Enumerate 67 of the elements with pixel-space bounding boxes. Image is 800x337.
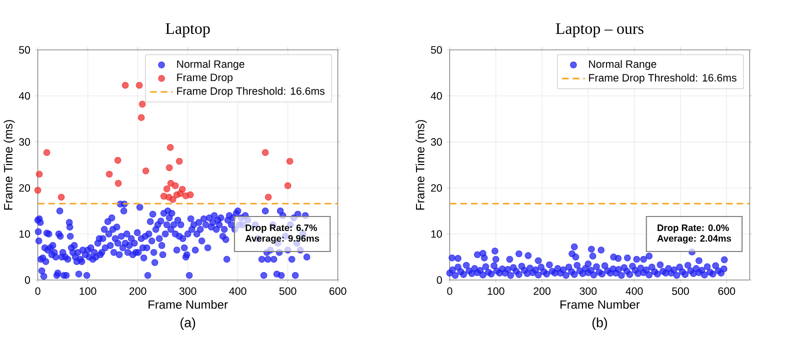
y-tick-label: 20	[19, 184, 30, 192]
x-tick-label: 0	[35, 287, 40, 295]
y-tick-label: 10	[19, 230, 30, 238]
annotation: Average: 2.04ms	[657, 235, 732, 244]
y-tick-label: 30	[430, 138, 442, 146]
y-axis-title: Frame Time (ms)	[4, 120, 15, 210]
x-tick-label: 600	[718, 287, 736, 295]
x-axis-title: Frame Number	[148, 300, 228, 309]
x-tick-label: 100	[488, 287, 504, 295]
x-tick-label: 300	[580, 287, 597, 295]
chart-title: Laptop – ours	[556, 23, 644, 38]
x-axis-title: Frame Number	[560, 300, 640, 309]
y-tick-label: 20	[431, 184, 442, 192]
point	[172, 182, 179, 190]
y-tick-label: 30	[19, 138, 30, 146]
point	[106, 170, 113, 178]
x-tick-label: 500	[672, 287, 689, 295]
x-tick-label: 500	[279, 287, 296, 295]
point	[178, 186, 186, 193]
x-tick-label: 400	[626, 287, 643, 295]
point	[58, 194, 65, 201]
legend-label: Frame Drop Threshold: 16.6ms	[589, 74, 736, 84]
annotation: Drop Rate: 0.0%	[658, 224, 729, 233]
point	[34, 186, 42, 194]
x-tick-label: 300	[179, 287, 196, 295]
x-tick-label: 600	[330, 287, 346, 295]
point	[163, 185, 170, 192]
point	[122, 82, 129, 89]
x-tick-label: 400	[229, 287, 246, 295]
point	[138, 100, 146, 108]
x-tick-label: 200	[129, 287, 146, 295]
point	[166, 164, 173, 172]
point	[176, 158, 183, 165]
legend-label: Normal Range	[589, 60, 656, 70]
point	[43, 149, 50, 156]
x-tick-label: 100	[80, 287, 96, 295]
legend-label: Normal Range	[177, 60, 244, 70]
y-tick-label: 0	[24, 276, 30, 284]
point	[138, 114, 145, 121]
point	[114, 156, 122, 164]
x-tick-label: 200	[534, 287, 550, 295]
y-tick-label: 50	[430, 46, 442, 54]
text: (b)	[592, 318, 608, 330]
legend-label: Frame Drop Threshold: 16.6ms	[177, 86, 325, 97]
point	[262, 149, 269, 156]
point	[142, 167, 150, 174]
y-tick-label: 40	[18, 92, 30, 100]
y-tick-label: 0	[436, 276, 442, 284]
y-tick-label: 40	[430, 92, 442, 100]
annotation: Drop Rate: 6.7%	[246, 224, 318, 233]
text: (a)	[180, 318, 196, 330]
point	[114, 180, 122, 187]
point	[284, 182, 292, 190]
point	[186, 191, 194, 198]
x-tick-label: 0	[447, 287, 452, 295]
point	[136, 82, 143, 89]
point	[286, 158, 294, 165]
point	[166, 144, 174, 151]
annotation: Average: 9.96ms	[245, 235, 320, 244]
legend-label: Frame Drop	[177, 74, 233, 84]
point	[169, 196, 176, 203]
y-axis-title: Frame Time (ms)	[416, 120, 427, 210]
y-tick-label: 10	[431, 230, 442, 238]
point	[264, 194, 272, 201]
chart-title: Laptop	[166, 23, 210, 38]
point	[36, 170, 43, 178]
y-tick-label: 50	[19, 46, 30, 54]
